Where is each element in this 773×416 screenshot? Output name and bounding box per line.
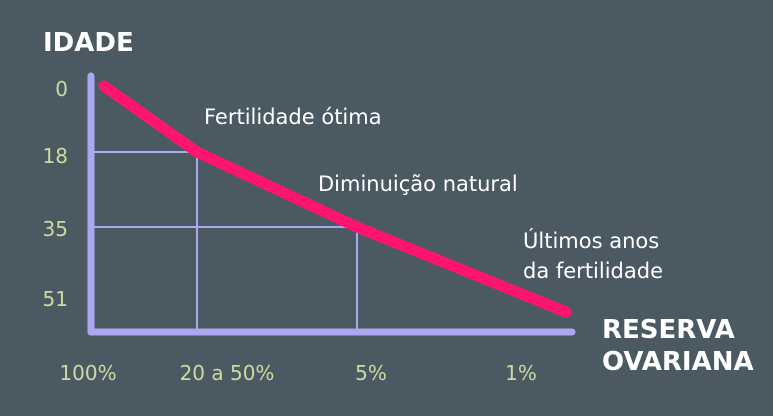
labels: IDADE RESERVA OVARIANA 0 18 35 51 100% 20 a 50% 5… [43, 28, 754, 385]
x-tick-label-1: 100% [59, 361, 116, 385]
annotation-2: Diminuição natural [318, 172, 518, 196]
y-tick-label-0: 0 [55, 77, 68, 101]
x-tick-label-2: 20 a 50% [180, 361, 275, 385]
x-axis-title: RESERVA OVARIANA [602, 315, 754, 377]
x-axis-title-line-2: OVARIANA [602, 347, 754, 377]
annotation-2-line-1: Diminuição natural [318, 172, 518, 196]
y-tick-label-35: 35 [43, 217, 68, 241]
annotation-3: Últimos anos da fertilidade [523, 228, 663, 283]
x-tick-label-3: 5% [355, 361, 387, 385]
annotation-3-line-1: Últimos anos [523, 228, 659, 253]
grid-lines [91, 151, 358, 332]
series-line [98, 80, 572, 318]
annotation-3-line-2: da fertilidade [523, 259, 663, 283]
y-tick-label-18: 18 [43, 144, 68, 168]
annotation-1-line-1: Fertilidade ótima [204, 105, 382, 129]
y-axis-title: IDADE [43, 28, 134, 58]
axes [87, 72, 576, 336]
x-tick-label-4: 1% [505, 361, 537, 385]
series-line-path [98, 80, 572, 318]
annotation-1: Fertilidade ótima [204, 105, 382, 129]
x-axis-title-line-1: RESERVA [602, 315, 735, 345]
y-tick-label-51: 51 [43, 287, 68, 311]
